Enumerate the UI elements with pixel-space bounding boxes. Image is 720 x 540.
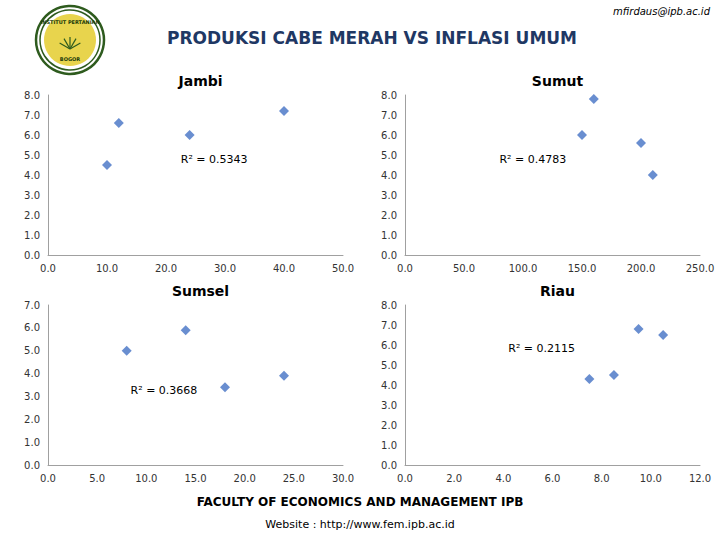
- svg-text:4.0: 4.0: [24, 170, 40, 181]
- svg-text:12.0: 12.0: [689, 473, 711, 484]
- svg-text:4.0: 4.0: [381, 170, 397, 181]
- svg-text:6.0: 6.0: [381, 130, 397, 141]
- svg-text:Jambi: Jambi: [177, 73, 222, 89]
- svg-text:Website : http://www.fem.ipb.a: Website : http://www.fem.ipb.ac.id: [265, 518, 454, 531]
- svg-text:8.0: 8.0: [24, 90, 40, 101]
- svg-text:6.0: 6.0: [24, 130, 40, 141]
- svg-text:5.0: 5.0: [24, 345, 40, 356]
- svg-text:INSTITUT PERTANIAN: INSTITUT PERTANIAN: [40, 19, 99, 25]
- svg-text:250.0: 250.0: [686, 263, 715, 274]
- svg-text:R² = 0.2115: R² = 0.2115: [508, 342, 575, 355]
- svg-text:4.0: 4.0: [381, 380, 397, 391]
- svg-text:0.0: 0.0: [381, 460, 397, 471]
- svg-text:Sumut: Sumut: [532, 73, 584, 89]
- svg-text:3.0: 3.0: [381, 400, 397, 411]
- svg-text:PRODUKSI CABE MERAH VS INFLASI: PRODUKSI CABE MERAH VS INFLASI UMUM: [167, 28, 577, 48]
- svg-text:30.0: 30.0: [332, 473, 354, 484]
- svg-text:1.0: 1.0: [381, 440, 397, 451]
- svg-text:Riau: Riau: [540, 283, 575, 299]
- svg-text:3.0: 3.0: [24, 190, 40, 201]
- svg-text:100.0: 100.0: [509, 263, 538, 274]
- svg-text:20.0: 20.0: [234, 473, 256, 484]
- svg-text:2.0: 2.0: [381, 420, 397, 431]
- svg-text:0.0: 0.0: [40, 263, 56, 274]
- svg-text:10.0: 10.0: [640, 473, 662, 484]
- svg-text:1.0: 1.0: [24, 230, 40, 241]
- svg-text:30.0: 30.0: [214, 263, 236, 274]
- svg-text:FACULTY OF ECONOMICS AND MANAG: FACULTY OF ECONOMICS AND MANAGEMENT IPB: [197, 495, 524, 509]
- svg-text:2.0: 2.0: [24, 414, 40, 425]
- svg-text:40.0: 40.0: [273, 263, 295, 274]
- svg-text:4.0: 4.0: [24, 368, 40, 379]
- svg-text:0.0: 0.0: [24, 250, 40, 261]
- svg-text:8.0: 8.0: [381, 90, 397, 101]
- svg-text:4.0: 4.0: [495, 473, 511, 484]
- svg-text:5.0: 5.0: [381, 150, 397, 161]
- svg-text:200.0: 200.0: [627, 263, 656, 274]
- svg-text:15.0: 15.0: [184, 473, 206, 484]
- svg-text:7.0: 7.0: [381, 320, 397, 331]
- svg-text:BOGOR: BOGOR: [60, 56, 80, 62]
- svg-text:1.0: 1.0: [381, 230, 397, 241]
- svg-text:2.0: 2.0: [24, 210, 40, 221]
- svg-text:6.0: 6.0: [24, 322, 40, 333]
- svg-text:R² = 0.4783: R² = 0.4783: [499, 153, 566, 166]
- svg-text:0.0: 0.0: [397, 473, 413, 484]
- svg-text:7.0: 7.0: [24, 300, 40, 311]
- svg-text:7.0: 7.0: [24, 110, 40, 121]
- svg-text:5.0: 5.0: [381, 360, 397, 371]
- svg-text:8.0: 8.0: [594, 473, 610, 484]
- svg-text:0.0: 0.0: [381, 250, 397, 261]
- svg-text:5.0: 5.0: [24, 150, 40, 161]
- svg-text:Sumsel: Sumsel: [172, 283, 229, 299]
- svg-text:6.0: 6.0: [381, 340, 397, 351]
- svg-text:1.0: 1.0: [24, 437, 40, 448]
- svg-text:2.0: 2.0: [381, 210, 397, 221]
- svg-text:50.0: 50.0: [332, 263, 354, 274]
- svg-text:0.0: 0.0: [397, 263, 413, 274]
- svg-text:2.0: 2.0: [446, 473, 462, 484]
- svg-text:3.0: 3.0: [24, 391, 40, 402]
- svg-text:0.0: 0.0: [24, 460, 40, 471]
- svg-text:3.0: 3.0: [381, 190, 397, 201]
- svg-text:20.0: 20.0: [155, 263, 177, 274]
- svg-text:25.0: 25.0: [283, 473, 305, 484]
- svg-text:50.0: 50.0: [453, 263, 475, 274]
- svg-text:5.0: 5.0: [89, 473, 105, 484]
- svg-text:150.0: 150.0: [568, 263, 597, 274]
- svg-text:8.0: 8.0: [381, 300, 397, 311]
- svg-text:R² = 0.3668: R² = 0.3668: [131, 384, 198, 397]
- svg-text:10.0: 10.0: [96, 263, 118, 274]
- svg-text:0.0: 0.0: [40, 473, 56, 484]
- svg-text:6.0: 6.0: [545, 473, 561, 484]
- svg-text:7.0: 7.0: [381, 110, 397, 121]
- svg-text:10.0: 10.0: [135, 473, 157, 484]
- svg-text:R² = 0.5343: R² = 0.5343: [181, 153, 248, 166]
- svg-text:mfirdaus@ipb.ac.id: mfirdaus@ipb.ac.id: [613, 6, 711, 17]
